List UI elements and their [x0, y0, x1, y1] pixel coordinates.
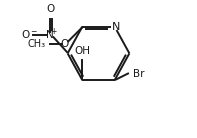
Text: O: O	[46, 4, 54, 14]
Text: Br: Br	[133, 68, 144, 79]
Text: O: O	[21, 30, 29, 40]
Text: N: N	[112, 22, 120, 32]
Text: O: O	[61, 39, 69, 49]
Text: N: N	[46, 30, 54, 40]
Text: OH: OH	[74, 46, 90, 56]
Text: CH₃: CH₃	[27, 39, 46, 49]
Text: −: −	[30, 27, 36, 36]
Text: +: +	[50, 27, 56, 36]
